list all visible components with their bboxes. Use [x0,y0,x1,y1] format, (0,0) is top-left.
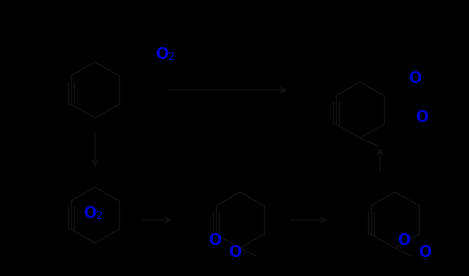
Text: O: O [228,245,241,260]
Text: O: O [397,233,410,248]
Text: O: O [415,110,428,125]
Text: O: O [208,233,221,248]
Text: O: O [83,206,96,221]
Text: 2: 2 [95,211,102,221]
Text: O: O [418,245,431,260]
Text: O: O [408,71,421,86]
Text: 2: 2 [167,52,174,62]
Text: O: O [155,47,168,62]
